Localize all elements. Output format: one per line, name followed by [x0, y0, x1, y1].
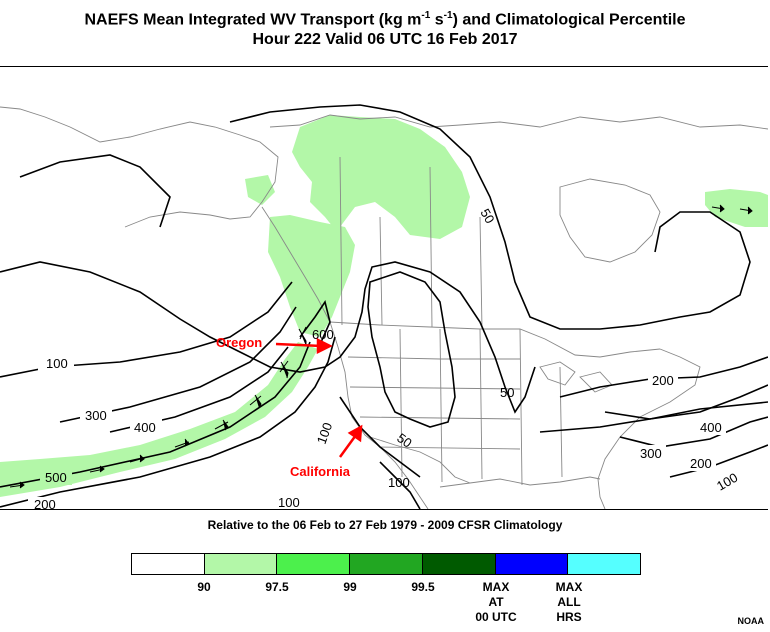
legend-swatch: [277, 554, 351, 574]
legend-swatch: [132, 554, 205, 574]
legend-swatch: [568, 554, 641, 574]
vector-arrow: [214, 419, 229, 431]
legend-label: MAX ALL HRS: [555, 580, 583, 624]
title-mid: s: [430, 11, 444, 29]
shading-yukon-small: [245, 175, 275, 205]
mexico-border: [369, 436, 471, 484]
contour-label: 500: [45, 470, 67, 485]
state-lines: [347, 328, 563, 486]
legend-swatch: [204, 554, 278, 574]
contour-label: 100: [278, 495, 300, 509]
contour-label: 100: [714, 470, 740, 494]
contour-label: 300: [85, 408, 107, 423]
contour-label: 100: [388, 475, 410, 490]
percentile-shading: [0, 115, 768, 497]
map-valid-time: Hour 222 Valid 06 UTC 16 Feb 2017: [252, 31, 518, 48]
legend-label: 97.5: [265, 580, 289, 594]
vector-arrow: [89, 465, 105, 473]
legend-label: MAX AT 00 UTC: [475, 580, 517, 624]
contour-label: 50: [394, 430, 414, 451]
contour-label: 200: [690, 456, 712, 471]
shading-hudson: [705, 189, 768, 227]
shading-bc-coast: [268, 215, 355, 337]
canada-provinces: [339, 156, 483, 330]
title-superscript-1: -1: [421, 10, 431, 21]
contour-label: 100: [46, 356, 68, 371]
hudson-bay: [559, 178, 661, 263]
contour-label: 50: [500, 385, 514, 400]
shading-pacific-plume: [0, 342, 318, 497]
contour-400-atlantic: [604, 384, 768, 420]
california-arrow: [338, 434, 358, 458]
contour-label: 200: [34, 497, 56, 509]
map-panel: 100 300 400 500 200 100 50 600 50 100 20…: [0, 66, 768, 510]
contour-label-layer: 100 300 400 500 200 100 50 600 50 100 20…: [28, 206, 740, 509]
vector-arrow: [9, 481, 25, 489]
contour-label: 200: [652, 373, 674, 388]
legend-swatch: [350, 554, 423, 574]
percentile-legend: [131, 553, 641, 575]
oregon-arrowhead: [316, 337, 333, 355]
vector-arrow: [279, 360, 289, 379]
contour-label: 400: [134, 420, 156, 435]
contour-label: 400: [700, 420, 722, 435]
legend-label: 99.5: [411, 580, 435, 594]
vector-arrow: [711, 204, 725, 213]
contour-600: [299, 300, 331, 350]
title-prefix: NAEFS Mean Integrated WV Transport (kg m: [84, 11, 422, 29]
legend-label: 90: [197, 580, 211, 594]
north-coast: [269, 114, 768, 130]
contour-label: 100: [314, 421, 336, 447]
noaa-credit: NOAA: [737, 616, 765, 626]
us-canada-border: [329, 321, 661, 358]
legend-swatch: [495, 554, 569, 574]
vector-arrow: [174, 438, 190, 448]
title-suffix: ) and Climatological Percentile: [452, 11, 686, 29]
map-title: NAEFS Mean Integrated WV Transport (kg m…: [0, 10, 770, 29]
vector-arrow: [249, 394, 262, 409]
california-arrowhead: [347, 424, 363, 443]
gulf-coast: [439, 476, 601, 488]
vector-arrow: [739, 206, 753, 215]
contour-50-ca: [367, 271, 456, 428]
contour-label: 50: [477, 206, 497, 226]
alaska-coast: [0, 106, 279, 228]
contour-50-gulf: [339, 396, 421, 478]
vector-arrow: [129, 454, 145, 463]
legend-swatch: [422, 554, 496, 574]
contour-label: 300: [640, 446, 662, 461]
contour-100-main: [0, 261, 536, 414]
contour-200-ne: [539, 401, 768, 433]
contour-100-baja: [379, 461, 421, 509]
contour-label: 600: [312, 327, 334, 342]
title-superscript-2: -1: [443, 10, 453, 21]
annotation-california: California: [290, 464, 350, 479]
map-svg: 100 300 400 500 200 100 50 600 50 100 20…: [0, 104, 768, 509]
contour-50-north: [19, 104, 751, 330]
legend-label: 99: [343, 580, 357, 594]
contour-300: [59, 306, 297, 423]
shading-alaska-yukon: [292, 115, 470, 242]
climatology-subtitle: Relative to the 06 Feb to 27 Feb 1979 - …: [207, 518, 563, 532]
contour-300-atlantic: [619, 416, 768, 448]
geographic-borders: [0, 106, 768, 509]
oregon-arrow: [275, 342, 323, 348]
contour-500: [0, 341, 311, 488]
annotation-arrows: [275, 337, 363, 458]
contour-200-pacific: [0, 336, 336, 508]
annotation-oregon: Oregon: [216, 335, 263, 350]
contour-100-atlantic: [669, 444, 768, 478]
